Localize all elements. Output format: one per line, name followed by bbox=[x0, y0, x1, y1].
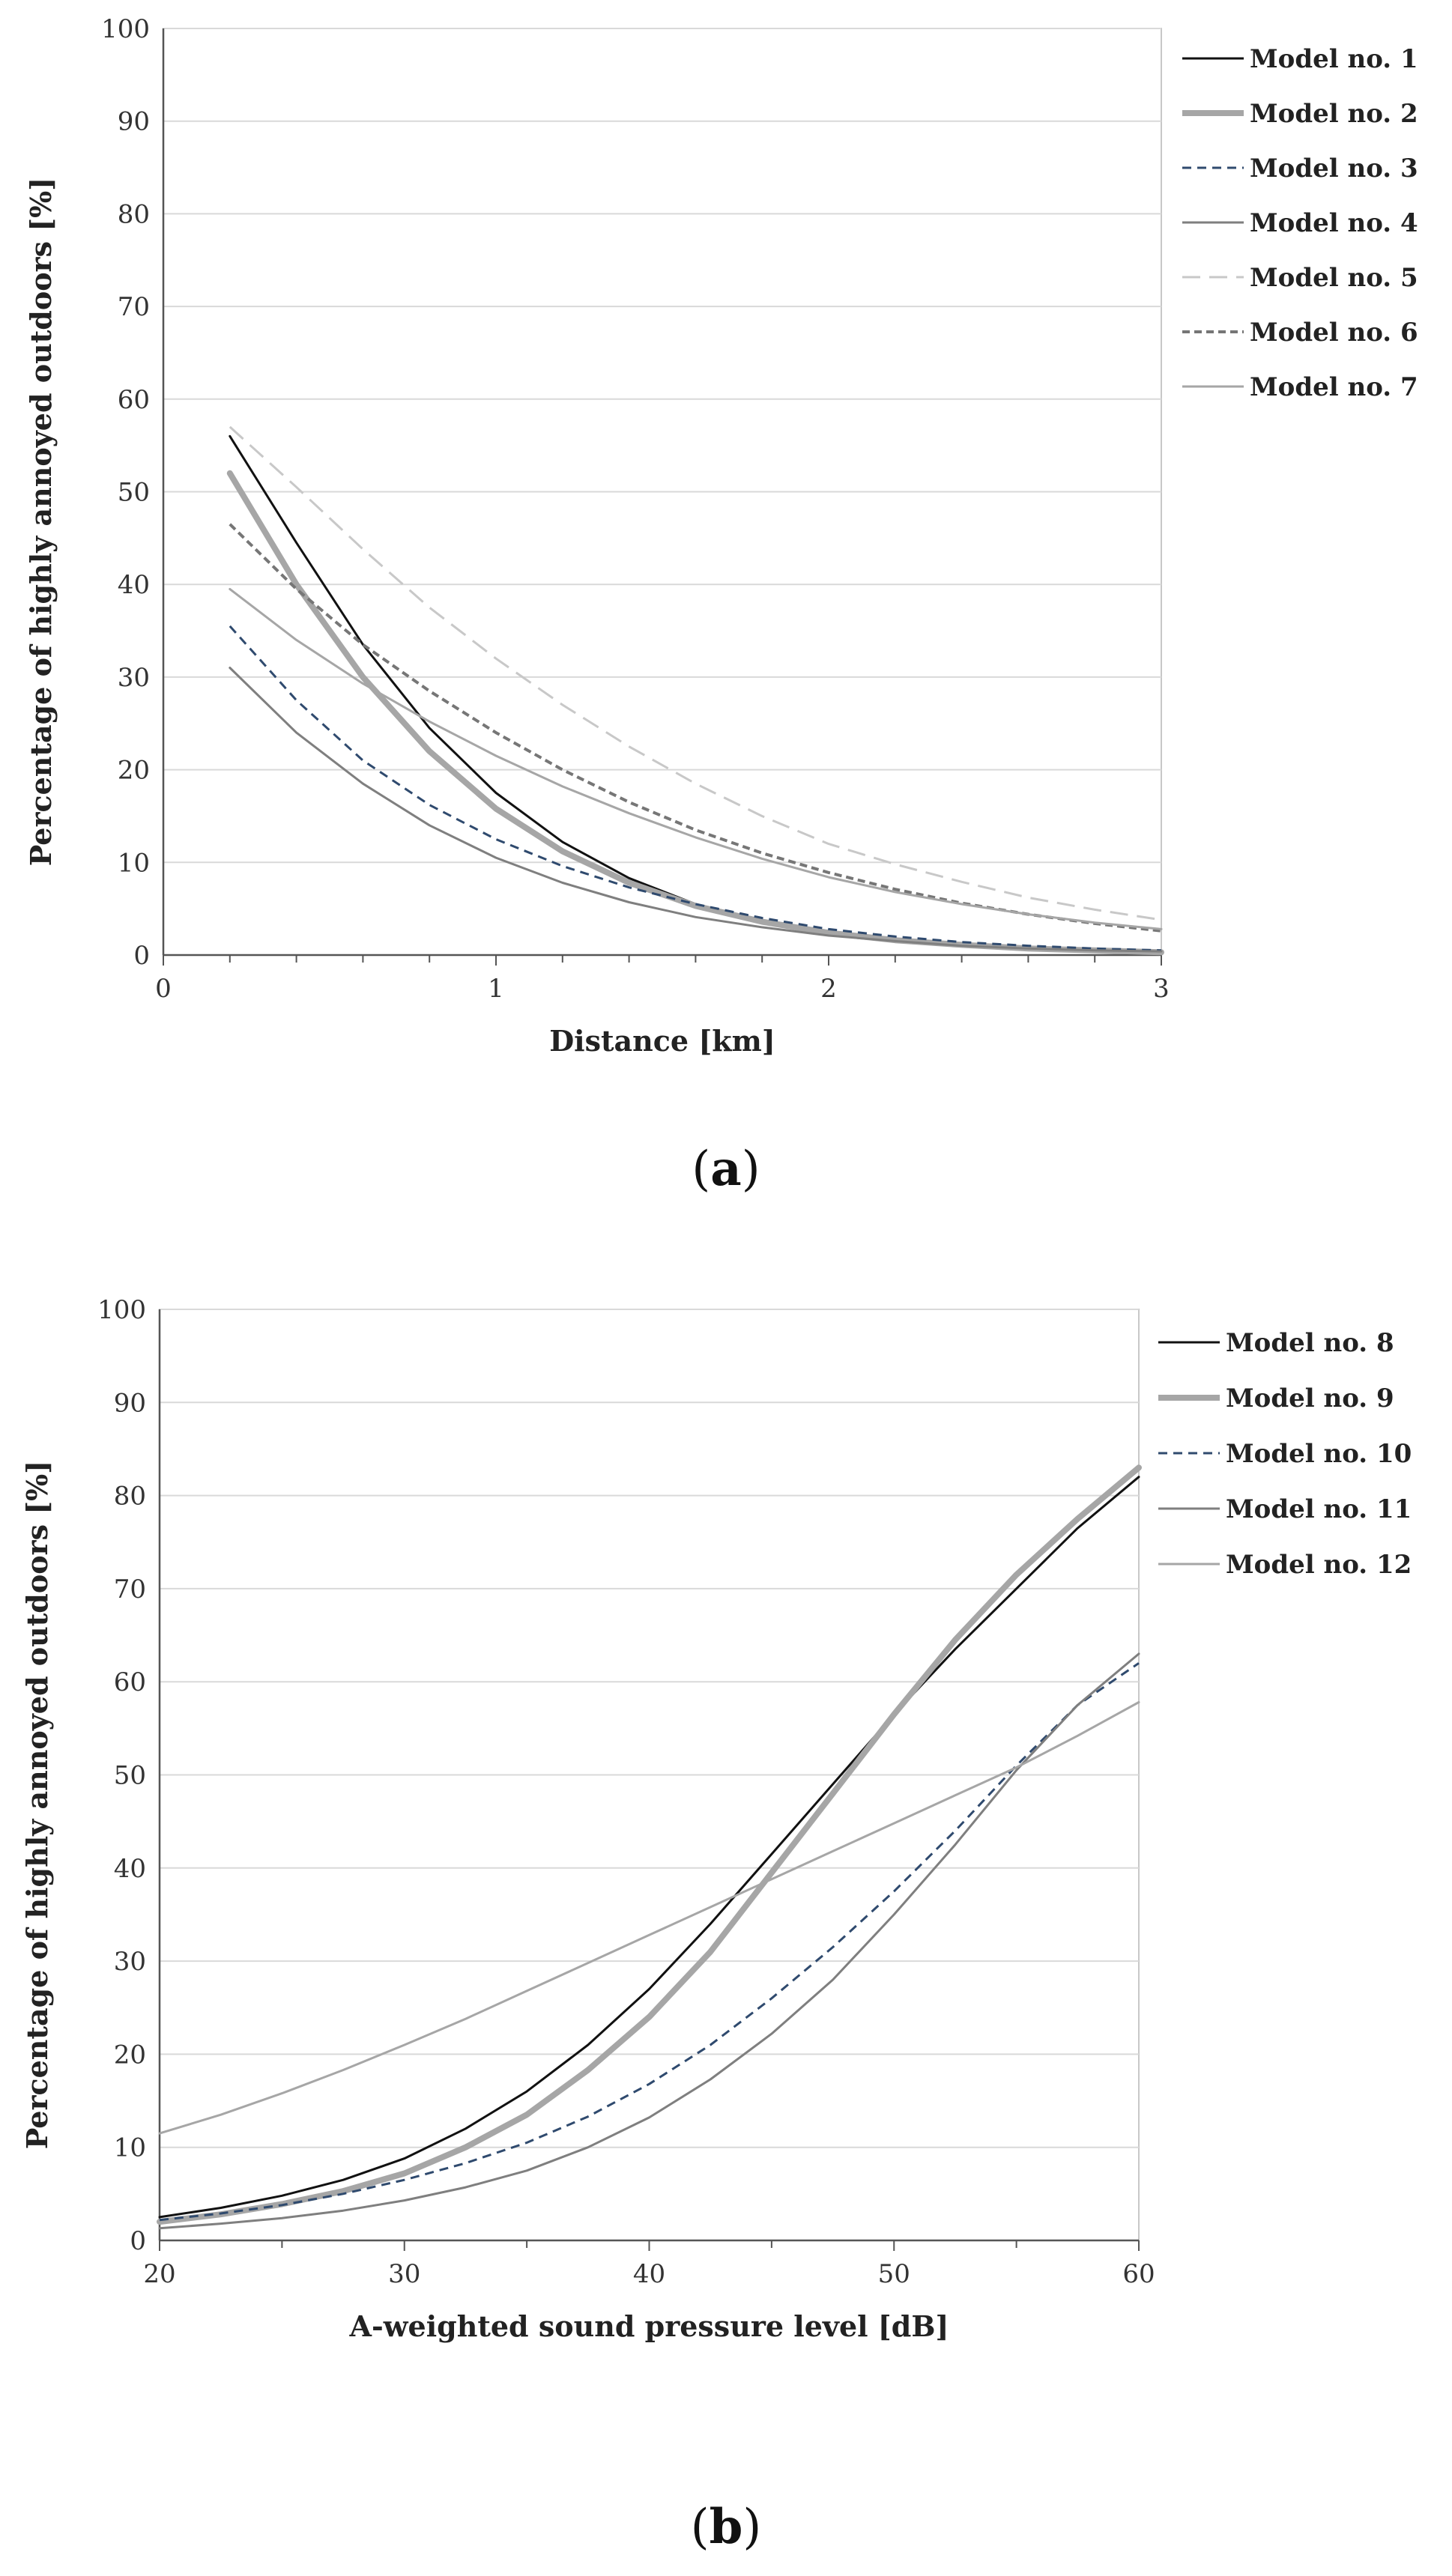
chart1-y-tick-label-0: 0 bbox=[130, 2226, 146, 2256]
chart0-y-tick-label-3: 30 bbox=[118, 663, 150, 693]
chart0-y-tick-label-8: 80 bbox=[118, 199, 150, 229]
chart1-legend-label-5: Model no. 12 bbox=[1226, 1550, 1412, 1580]
panel-b-label: (b) bbox=[691, 2499, 762, 2555]
panel-a-chart: 0 10 20 30 40 50 60 70 80 90 100 0 1 2 3 Distance [km] P… bbox=[24, 14, 1418, 1058]
chart0-y-tick-label-4: 40 bbox=[118, 570, 150, 600]
chart0-x-tick-label-2: 2 bbox=[820, 974, 837, 1004]
chart1-x-tick-label-4: 60 bbox=[1122, 2259, 1155, 2289]
chart0-series-line-5 bbox=[229, 425, 1162, 921]
chart1-y-tick-label-6: 60 bbox=[114, 1667, 146, 1697]
chart1-x-axis-title: A-weighted sound pressure level [dB] bbox=[349, 2309, 949, 2343]
chart0-series-line-2 bbox=[226, 470, 1164, 956]
chart0-legend-label-6: Model no. 6 bbox=[1250, 318, 1418, 348]
chart1-series-line-1 bbox=[158, 1476, 1140, 2219]
chart1-legend-label-4: Model no. 11 bbox=[1226, 1494, 1412, 1524]
chart0-x-axis-title: Distance [km] bbox=[549, 1024, 775, 1058]
chart0-legend-label-3: Model no. 3 bbox=[1250, 154, 1418, 184]
chart1-x-tick-label-3: 50 bbox=[878, 2259, 910, 2289]
chart1-legend-label-2: Model no. 9 bbox=[1226, 1384, 1394, 1413]
chart0-series-line-6 bbox=[229, 523, 1162, 933]
chart0-y-tick-label-0: 0 bbox=[133, 941, 150, 971]
chart1-y-tick-label-4: 40 bbox=[114, 1854, 146, 1884]
chart0-x-tick-label-1: 1 bbox=[488, 974, 504, 1004]
chart0-series-line-7 bbox=[229, 587, 1163, 930]
chart1-y-tick-label-1: 10 bbox=[114, 2133, 146, 2163]
chart0-y-tick-label-1: 10 bbox=[118, 848, 150, 878]
chart1-y-axis-title: Percentage of highly annoyed outdoors [%… bbox=[20, 1461, 54, 2150]
chart0-legend-label-2: Model no. 2 bbox=[1250, 99, 1418, 129]
chart0-legend-label-5: Model no. 5 bbox=[1250, 263, 1418, 293]
chart0-y-tick-label-7: 70 bbox=[118, 292, 150, 322]
chart0-series-line-4 bbox=[229, 667, 1163, 953]
chart0-y-tick-label-9: 90 bbox=[118, 107, 150, 137]
chart0-series-line-3 bbox=[229, 625, 1162, 952]
chart1-y-tick-label-5: 50 bbox=[114, 1761, 146, 1791]
chart1-series-line-2 bbox=[157, 1464, 1142, 2225]
chart1-series-line-4 bbox=[158, 1652, 1140, 2230]
chart0-y-tick-label-2: 20 bbox=[118, 756, 150, 786]
panel-b-chart: 0 10 20 30 40 50 60 70 80 90 100 20 30 40 50 60 A-weight… bbox=[20, 1295, 1412, 2343]
chart1-y-tick-label-7: 70 bbox=[114, 1575, 146, 1604]
chart1-series-line-3 bbox=[159, 1662, 1140, 2222]
chart0-legend-label-1: Model no. 1 bbox=[1250, 44, 1418, 74]
chart0-legend-label-4: Model no. 4 bbox=[1250, 208, 1418, 238]
chart1-y-tick-label-3: 30 bbox=[114, 1947, 146, 1977]
panel-a-label: (a) bbox=[692, 1141, 760, 1197]
chart0-y-tick-label-6: 60 bbox=[118, 385, 150, 415]
chart0-y-axis-title: Percentage of highly annoyed outdoors [%… bbox=[24, 178, 58, 867]
chart1-x-tick-label-1: 30 bbox=[388, 2259, 420, 2289]
chart1-series-line-5 bbox=[158, 1701, 1140, 2135]
chart1-x-tick-label-0: 20 bbox=[143, 2259, 175, 2289]
chart1-x-tick-label-2: 40 bbox=[633, 2259, 665, 2289]
chart0-legend-label-7: Model no. 7 bbox=[1250, 372, 1418, 402]
chart0-x-tick-label-3: 3 bbox=[1153, 974, 1170, 1004]
chart1-y-tick-label-2: 20 bbox=[114, 2040, 146, 2070]
chart1-legend-label-3: Model no. 10 bbox=[1226, 1439, 1412, 1469]
chart0-y-tick-label-5: 50 bbox=[118, 478, 150, 508]
chart1-y-tick-label-8: 80 bbox=[114, 1482, 146, 1512]
chart0-x-tick-label-0: 0 bbox=[155, 974, 172, 1004]
chart0-series-line-1 bbox=[229, 434, 1163, 953]
chart1-legend-label-1: Model no. 8 bbox=[1226, 1328, 1394, 1358]
chart1-y-tick-label-10: 100 bbox=[97, 1295, 146, 1325]
chart1-y-tick-label-9: 90 bbox=[114, 1388, 146, 1418]
chart0-y-tick-label-10: 100 bbox=[101, 14, 150, 44]
